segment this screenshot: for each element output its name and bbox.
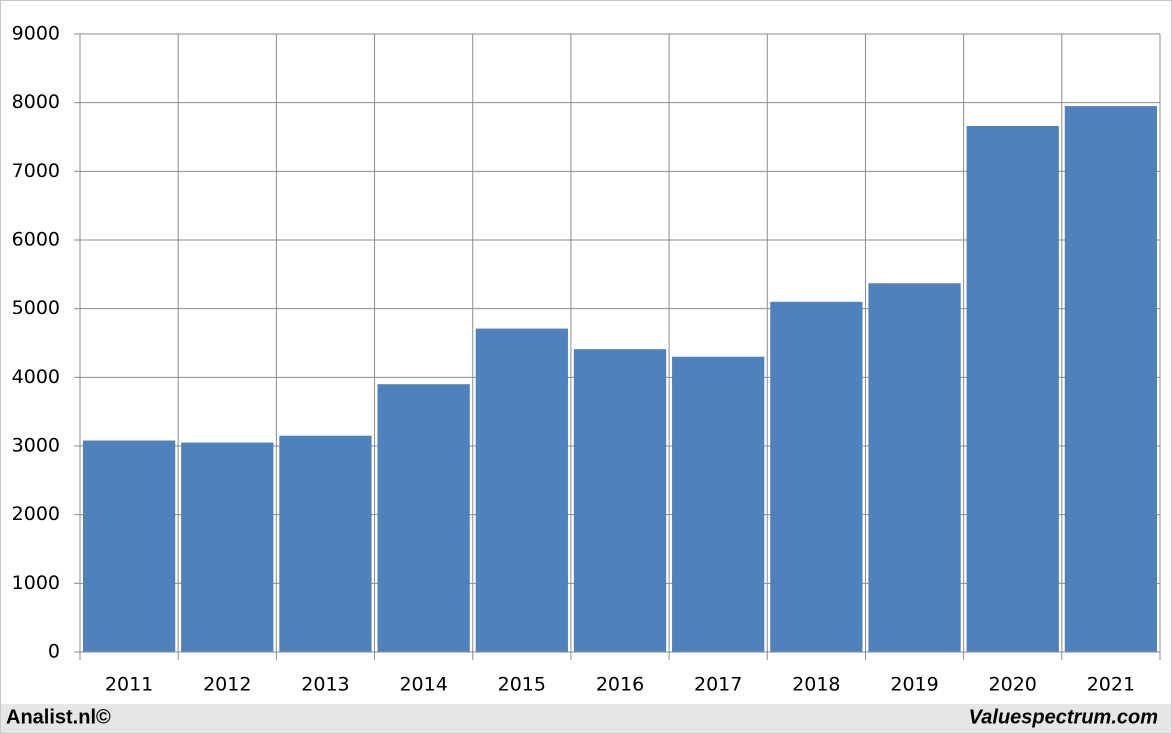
bar (279, 435, 372, 652)
y-tick-label: 6000 (12, 229, 60, 251)
bar (1064, 106, 1158, 653)
y-tick-label: 9000 (12, 23, 60, 45)
bar (868, 283, 961, 652)
x-tick-label: 2014 (399, 674, 447, 696)
bar (181, 442, 274, 652)
bar (672, 356, 765, 652)
y-tick-label: 2000 (12, 503, 60, 525)
y-tick-label: 3000 (12, 435, 60, 457)
y-tick-label: 1000 (12, 572, 60, 594)
y-tick-label: 7000 (12, 160, 60, 182)
x-tick-label: 2018 (792, 674, 840, 696)
x-tick-label: 2020 (989, 674, 1037, 696)
x-tick-label: 2016 (596, 674, 644, 696)
x-tick-label: 2021 (1087, 674, 1135, 696)
x-tick-label: 2019 (890, 674, 938, 696)
x-tick-label: 2015 (498, 674, 546, 696)
bar (377, 384, 470, 652)
y-tick-label: 4000 (12, 366, 60, 388)
footer-left: Analist.nl© (6, 706, 111, 728)
bar (573, 349, 667, 652)
y-tick-label: 8000 (12, 91, 60, 113)
x-tick-label: 2017 (694, 674, 742, 696)
y-tick-label: 0 (48, 641, 60, 663)
footer-band (1, 704, 1171, 733)
x-tick-label: 2012 (203, 674, 251, 696)
x-tick-label: 2011 (105, 674, 153, 696)
x-tick-label: 2013 (301, 674, 349, 696)
bar (82, 440, 176, 652)
bar (966, 126, 1059, 653)
bar (770, 301, 863, 652)
footer-right: Valuespectrum.com (969, 706, 1158, 728)
y-tick-label: 5000 (12, 297, 60, 319)
bar (475, 328, 568, 652)
